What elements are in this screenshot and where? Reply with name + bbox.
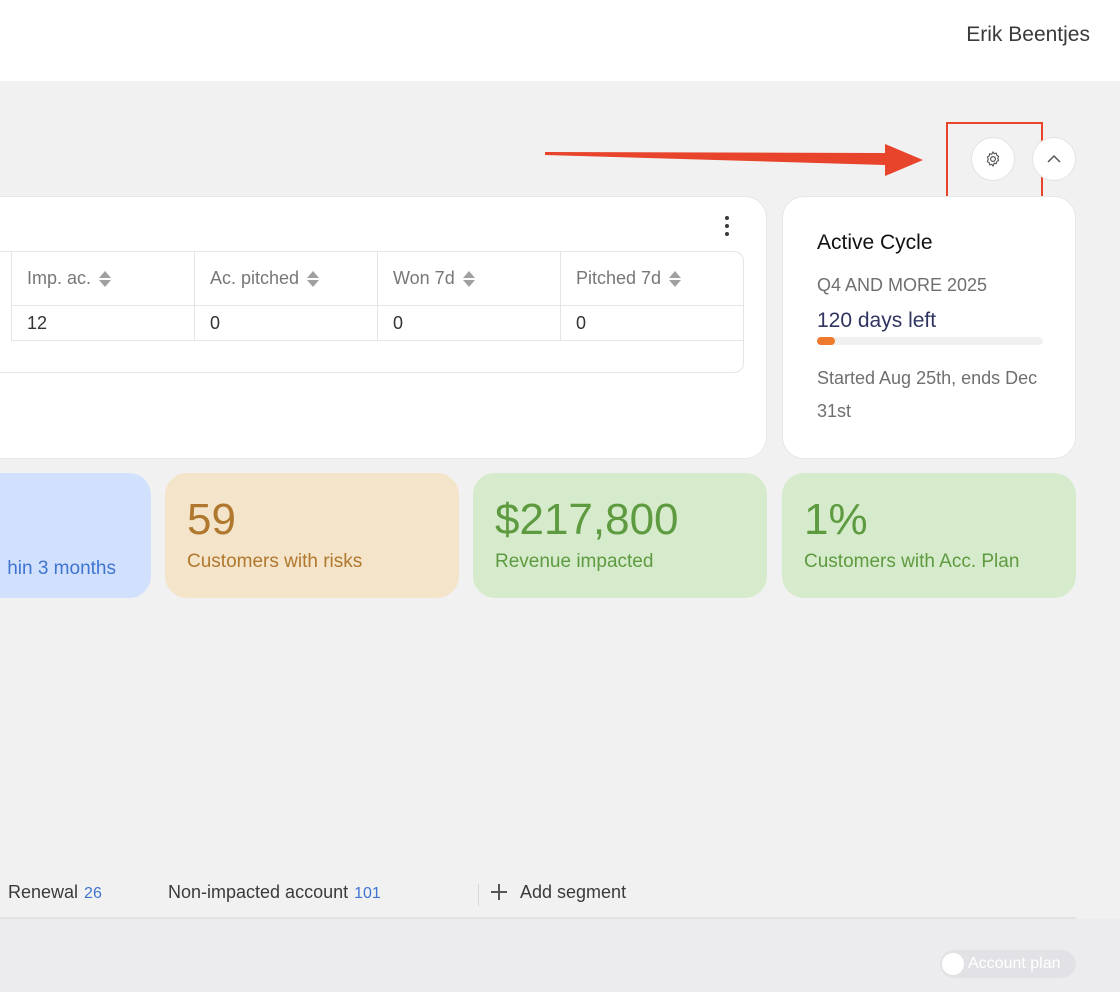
stat-value: $217,800 <box>495 495 679 544</box>
user-name[interactable]: Erik Beentjes <box>966 23 1090 46</box>
toggle-label: Account plan <box>968 955 1061 972</box>
more-options-icon[interactable] <box>722 216 732 240</box>
sort-icon[interactable] <box>669 270 682 288</box>
table-cell-pitched-7d: 0 <box>560 307 743 341</box>
stat-label: hin 3 months <box>7 558 116 579</box>
stat-value: 1% <box>804 495 868 544</box>
stat-card-renewals[interactable]: hin 3 months <box>0 473 151 598</box>
gear-icon <box>986 151 1000 167</box>
segment-count: 101 <box>354 885 381 902</box>
stat-label: Customers with risks <box>187 551 363 572</box>
annotation-arrow <box>545 144 923 176</box>
stat-value: 59 <box>187 495 236 544</box>
column-header-won-7d[interactable]: Won 7d <box>377 252 560 306</box>
column-header-pitched-7d[interactable]: Pitched 7d <box>560 252 743 306</box>
toggle-knob <box>942 953 964 975</box>
chevron-up-icon <box>1047 154 1061 163</box>
stat-card-account-plan[interactable]: 1% Customers with Acc. Plan <box>782 473 1076 598</box>
cycle-days-left: 120 days left <box>817 309 937 332</box>
sort-icon[interactable] <box>99 270 112 288</box>
stat-card-revenue[interactable]: $217,800 Revenue impacted <box>473 473 767 598</box>
segment-tab-renewal[interactable]: Renewal 26 <box>8 882 102 902</box>
divider <box>0 917 1076 919</box>
stat-label: Customers with Acc. Plan <box>804 551 1020 572</box>
cycle-progress-fill <box>817 337 836 345</box>
sort-icon[interactable] <box>307 270 320 288</box>
plus-icon <box>490 883 508 901</box>
top-bar: Erik Beentjes <box>0 0 1120 81</box>
column-header-ac-pitched[interactable]: Ac. pitched <box>194 252 377 306</box>
account-plan-toggle[interactable]: Account plan <box>940 950 1076 978</box>
settings-button[interactable] <box>971 137 1015 181</box>
list-area <box>0 919 1120 992</box>
cycle-dates: Started Aug 25th, ends Dec 31st <box>817 368 1038 421</box>
stat-label: Revenue impacted <box>495 551 654 572</box>
divider <box>478 884 479 906</box>
cycle-title: Active Cycle <box>817 231 933 254</box>
active-cycle-card: Active Cycle Q4 AND MORE 2025 120 days l… <box>782 196 1076 459</box>
column-header-imp-ac[interactable]: Imp. ac. <box>11 252 194 306</box>
table-cell-ac-pitched: 0 <box>194 307 377 341</box>
add-segment-button[interactable]: Add segment <box>490 882 626 903</box>
cycle-progress-bar <box>817 337 1043 345</box>
table-cell-won-7d: 0 <box>377 307 560 341</box>
table-cell-imp-ac: 12 <box>11 307 194 341</box>
collapse-button[interactable] <box>1032 137 1076 181</box>
cycle-name: Q4 AND MORE 2025 <box>817 275 988 295</box>
segment-tab-non-impacted[interactable]: Non-impacted account 101 <box>168 882 381 902</box>
metrics-table: Imp. ac. Ac. pitched Won 7d Pitched 7d 1… <box>0 251 744 373</box>
stat-card-risks[interactable]: 59 Customers with risks <box>165 473 459 598</box>
segment-count: 26 <box>84 885 102 902</box>
sort-icon[interactable] <box>462 270 475 288</box>
